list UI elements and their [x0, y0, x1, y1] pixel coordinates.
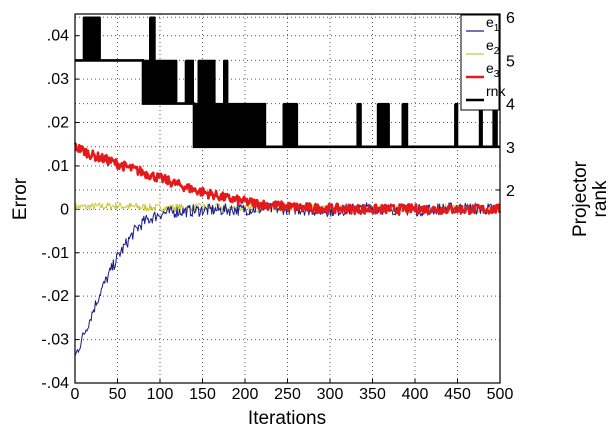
grid: [74, 14, 501, 384]
x-tick-label: 50: [109, 386, 127, 403]
y-tick-label: .01: [47, 158, 69, 175]
series-rnk-spikes: [478, 103, 483, 147]
x-tick-label: 350: [359, 386, 386, 403]
y2-tick-label: 6: [506, 10, 515, 27]
y-tick-label: -.02: [41, 288, 69, 305]
series-rnk-spikes: [82, 17, 101, 61]
series-e3-line: [73, 142, 502, 216]
series-rnk-spikes: [356, 103, 362, 147]
y-tick-label: 0: [60, 201, 69, 218]
y2-axis-title-line-1: Projector: [570, 160, 591, 237]
x-tick-label: 0: [71, 386, 80, 403]
x-tick-label: 450: [444, 386, 471, 403]
y-tick-label: .04: [47, 28, 69, 45]
x-tick-label: 400: [402, 386, 429, 403]
series-rnk-spikes: [401, 103, 409, 147]
y2-tick-label: 4: [506, 97, 515, 114]
y2-tick-label: 2: [506, 183, 515, 200]
x-tick-label: 500: [487, 386, 514, 403]
y2-axis-title: Projector rank: [570, 160, 611, 237]
legend-label-subscript: 2: [494, 46, 500, 57]
y2-axis-title-line-2: rank: [590, 180, 611, 217]
x-tick-label: 150: [189, 386, 216, 403]
series-rnk-spikes: [143, 60, 178, 104]
legend-label: rnk: [486, 83, 506, 99]
x-axis-title: Iterations: [248, 408, 326, 429]
plot-frame: [74, 13, 501, 384]
y2-tick-label: 3: [506, 140, 515, 157]
x-tick-label: 200: [232, 386, 259, 403]
x-tick-label: 100: [147, 386, 174, 403]
y2-tick-label: 5: [506, 53, 515, 70]
x-tick-label: 300: [317, 386, 344, 403]
y-axis-title: Error: [10, 177, 31, 220]
series-rnk-spikes: [197, 60, 216, 104]
x-tick-label: 250: [274, 386, 301, 403]
series-rnk-spikes: [184, 60, 194, 104]
series-rnk-spikes: [282, 103, 299, 147]
series-rnk-spikes: [223, 60, 229, 104]
y-tick-label: -.03: [41, 332, 69, 349]
legend-label-subscript: 1: [494, 23, 500, 34]
y-tick-label: .02: [47, 115, 69, 132]
y-tick-label: -.01: [41, 245, 69, 262]
series-rnk-spikes: [149, 17, 156, 61]
y-tick-label: -.04: [41, 375, 69, 392]
series-rnk-spikes: [454, 103, 459, 147]
y-tick-label: .03: [47, 71, 69, 88]
series-e1-line: [74, 202, 501, 356]
legend-label-subscript: 3: [494, 69, 500, 80]
series-lines: [73, 16, 502, 356]
series-rnk-spikes: [193, 103, 267, 147]
series-rnk-spikes: [376, 103, 390, 147]
tick-labels: 0 50 100 150 200 250 300 350 400 450 500-.04-.03-.…: [41, 10, 515, 403]
series-rnk-spikes: [492, 103, 498, 147]
